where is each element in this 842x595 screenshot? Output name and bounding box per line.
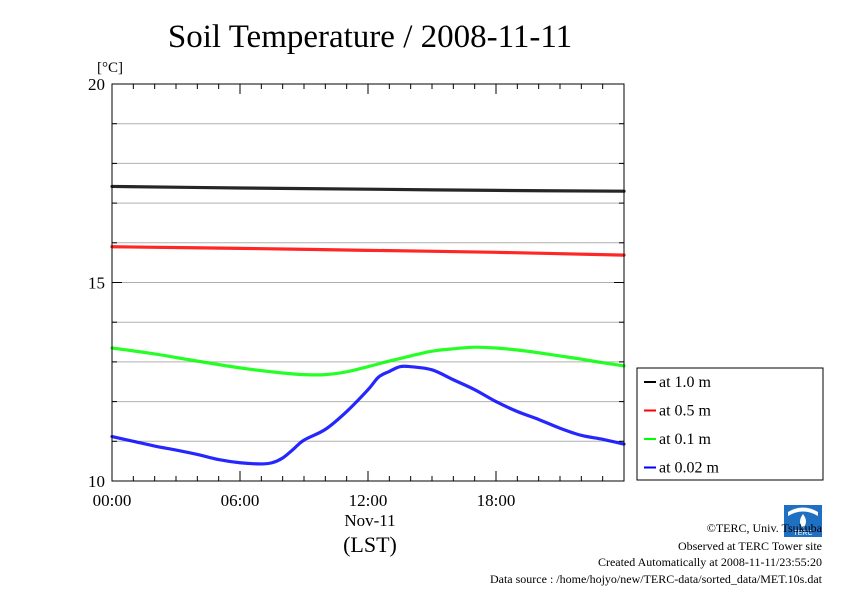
terc-logo-drop-icon <box>800 514 806 528</box>
legend-box <box>636 367 824 481</box>
legend: at 1.0 m at 0.5 m at 0.1 m at 0.02 m <box>636 367 824 481</box>
x-tick-label: 12:00 <box>349 491 388 510</box>
series-line-at-0-02-m <box>110 364 626 466</box>
footer-created: Created Automatically at 2008-11-11/23:5… <box>598 555 822 569</box>
y-axis-unit-label: [°C] <box>97 60 123 76</box>
terc-logo: TERC <box>784 505 822 537</box>
series-line-at-1-0-m <box>110 184 626 193</box>
series-line-at-0-5-m <box>110 245 626 257</box>
legend-label-at-0-1-m: at 0.1 m <box>659 431 712 448</box>
footer-observed: Observed at TERC Tower site <box>678 539 822 553</box>
chart-title: Soil Temperature / 2008-11-11 <box>168 19 572 55</box>
x-axis-label: (LST) <box>343 532 397 557</box>
legend-label-at-0-5-m: at 0.5 m <box>659 403 712 420</box>
footer-copyright: ©TERC, Univ. Tsukuba <box>707 521 823 535</box>
x-tick-label: 00:00 <box>93 491 132 510</box>
x-axis-date-label: Nov-11 <box>344 511 395 530</box>
legend-label-at-1-0-m: at 1.0 m <box>659 374 712 391</box>
legend-label-at-0-02-m: at 0.02 m <box>659 460 720 477</box>
axis-ticks: 10 15 20 00:00 06:00 12:00 18:00 <box>88 75 624 510</box>
terc-logo-wave-icon <box>788 507 818 516</box>
footer-data-source: Data source : /home/hojyo/new/TERC-data/… <box>490 572 823 586</box>
x-tick-label: 18:00 <box>477 491 516 510</box>
y-tick-label: 15 <box>88 274 105 293</box>
series-line-at-0-1-m <box>110 345 626 377</box>
x-tick-label: 06:00 <box>221 491 260 510</box>
terc-logo-text: TERC <box>793 530 812 537</box>
gridlines <box>112 123 624 442</box>
y-tick-label: 20 <box>88 75 105 94</box>
y-tick-label: 10 <box>88 472 105 491</box>
series-lines <box>110 184 626 466</box>
